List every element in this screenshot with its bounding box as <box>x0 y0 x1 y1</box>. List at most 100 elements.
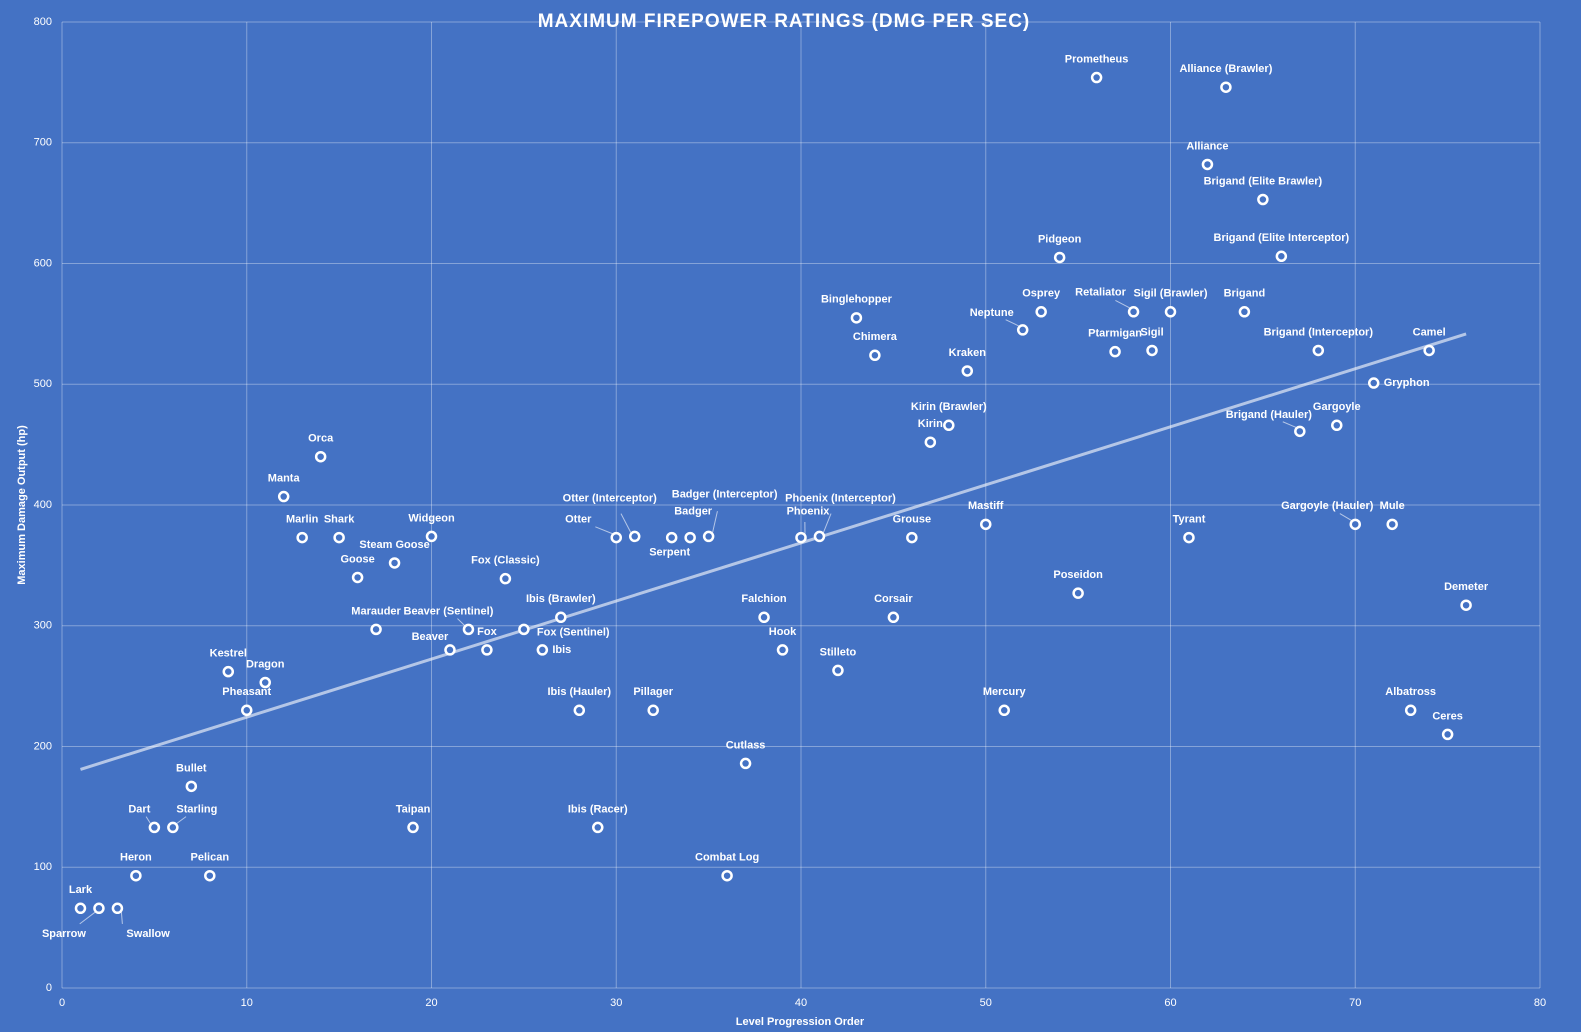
x-tick-label: 50 <box>980 997 992 1009</box>
point-label: Ibis (Racer) <box>568 803 628 815</box>
point-label: Hook <box>769 626 797 638</box>
point-label: Sigil (Brawler) <box>1134 288 1208 300</box>
point-label: Fox <box>477 626 497 638</box>
point-label: Mule <box>1380 500 1405 512</box>
point-label: Neptune <box>970 307 1014 319</box>
point <box>241 704 253 717</box>
point <box>665 531 678 544</box>
point <box>961 365 974 377</box>
point <box>739 757 752 770</box>
point <box>1164 306 1177 318</box>
point-label: Otter <box>565 514 592 526</box>
point <box>573 704 586 717</box>
point <box>1294 425 1306 438</box>
point-label: Heron <box>120 852 152 864</box>
point-label: Beaver <box>412 631 449 643</box>
leader-line <box>595 526 613 535</box>
y-tick-label: 0 <box>46 982 52 994</box>
point-label: Mastiff <box>968 500 1004 512</box>
point-label: Orca <box>308 433 334 445</box>
x-axis-title: Level Progression Order <box>736 1016 865 1028</box>
point <box>943 419 955 432</box>
point-label: Demeter <box>1444 581 1489 593</box>
point <box>518 623 530 636</box>
point-label: Pheasant <box>222 686 271 698</box>
point-label: Chimera <box>853 331 898 343</box>
point <box>185 780 198 793</box>
leader-line <box>620 513 632 533</box>
point-label: Widgeon <box>408 512 455 524</box>
point-label: Badger (Interceptor) <box>672 488 778 500</box>
point <box>684 531 696 544</box>
point <box>74 902 87 915</box>
point-label: Manta <box>268 472 301 484</box>
point <box>481 644 493 656</box>
point-label: Kirin <box>918 418 943 430</box>
point <box>259 676 271 689</box>
x-tick-label: 20 <box>425 997 437 1009</box>
y-tick-label: 200 <box>34 740 52 752</box>
point-label: Combat Log <box>695 852 759 864</box>
point <box>1404 704 1417 717</box>
point <box>628 530 641 543</box>
point-label: Cutlass <box>726 739 766 751</box>
point <box>1349 518 1361 531</box>
point-label: Kraken <box>949 347 987 359</box>
y-tick-label: 700 <box>34 137 52 149</box>
point <box>906 531 918 544</box>
point <box>204 869 216 882</box>
point-label: Gargoyle (Hauler) <box>1281 500 1374 512</box>
point <box>1386 518 1398 531</box>
point-label: Phoenix <box>787 506 831 518</box>
x-tick-label: 10 <box>241 997 253 1009</box>
point-label: Marauder <box>351 605 401 617</box>
point <box>1201 158 1214 171</box>
point-label: Kirin (Brawler) <box>911 401 987 413</box>
point-label: Alliance <box>1186 140 1228 152</box>
point-label: Camel <box>1413 326 1446 338</box>
point-label: Bullet <box>176 762 207 774</box>
point <box>924 436 937 448</box>
point <box>1238 306 1251 318</box>
point-label: Marlin <box>286 514 319 526</box>
point-label: Gargoyle <box>1313 401 1361 413</box>
x-tick-label: 60 <box>1164 997 1176 1009</box>
point <box>388 557 401 569</box>
y-tick-label: 400 <box>34 499 52 511</box>
point <box>555 611 567 624</box>
point <box>1275 250 1288 263</box>
point <box>1146 344 1158 357</box>
point-label: Gryphon <box>1384 377 1430 389</box>
point <box>370 623 382 636</box>
point-label: Grouse <box>893 514 932 526</box>
point-label: Kestrel <box>210 648 247 660</box>
point <box>444 644 456 656</box>
point <box>407 821 419 834</box>
point-label: Starling <box>176 803 217 815</box>
point <box>1127 306 1140 318</box>
point <box>1016 324 1029 336</box>
point <box>1090 71 1103 84</box>
point-label: Brigand (Elite Interceptor) <box>1214 232 1350 244</box>
point-label: Badger <box>674 506 713 518</box>
point-label: Pillager <box>633 686 673 698</box>
point <box>1183 531 1195 544</box>
y-tick-label: 500 <box>34 378 52 390</box>
leader-line <box>1282 421 1297 428</box>
point <box>1220 81 1232 93</box>
point <box>314 450 327 463</box>
point-label: Phoenix (Interceptor) <box>785 492 896 504</box>
leader-line <box>1005 319 1019 327</box>
point-label: Binglehopper <box>821 294 893 306</box>
point-label: Taipan <box>396 803 431 815</box>
x-tick-label: 40 <box>795 997 807 1009</box>
point <box>462 623 475 636</box>
leader-line <box>823 513 832 533</box>
point <box>980 518 992 531</box>
chart-title: MAXIMUM FIREPOWER RATINGS (DMG PER SEC) <box>538 11 1031 32</box>
point-label: Tyrant <box>1173 514 1206 526</box>
point <box>111 902 124 915</box>
point-label: Lark <box>69 884 93 896</box>
point <box>1423 344 1435 357</box>
